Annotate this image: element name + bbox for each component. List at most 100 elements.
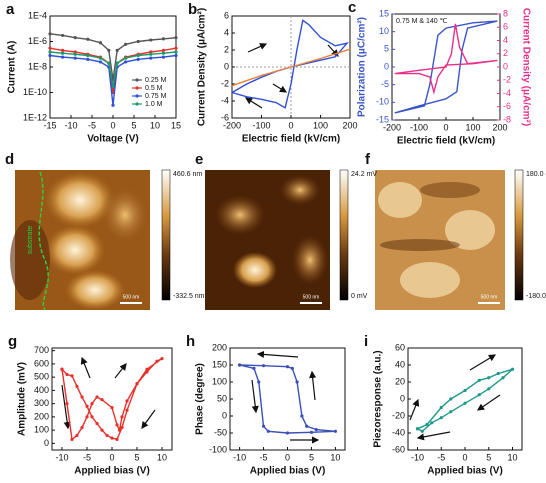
y2-tick-label: 0 — [503, 61, 508, 71]
data-point — [510, 367, 515, 371]
data-point — [48, 50, 52, 54]
x-axis-label: Applied bias (V) — [74, 466, 150, 477]
data-point — [70, 374, 74, 378]
data-point — [290, 366, 294, 370]
data-point — [75, 384, 79, 389]
y-tick-label: 0 — [400, 393, 405, 403]
data-point — [149, 50, 153, 54]
y-tick-label: 100 — [212, 376, 227, 386]
y2-tick-label: 4 — [503, 35, 508, 45]
data-point — [463, 401, 467, 405]
data-point — [70, 437, 74, 442]
x-tick-label: 100 — [313, 120, 328, 130]
data-point — [477, 393, 481, 397]
panel-label: c — [348, 0, 356, 16]
data-point — [86, 37, 90, 41]
y-tick-label: 1E-10 — [23, 87, 47, 97]
data-point — [261, 364, 266, 368]
data-point — [160, 356, 164, 361]
image-d — [10, 169, 171, 311]
x-tick-label: 10 — [157, 452, 167, 462]
data-point — [420, 429, 424, 433]
arrows — [61, 43, 501, 444]
x-axis-label: Electric field (kV/cm) — [397, 136, 495, 147]
data-point — [115, 437, 119, 442]
y-tick-label: -2 — [221, 78, 229, 88]
series-line — [231, 19, 350, 109]
x-tick-label: -200 — [223, 120, 241, 130]
data-point — [314, 428, 318, 432]
data-point — [136, 39, 140, 44]
data-point — [161, 51, 165, 55]
data-point — [145, 370, 149, 374]
y-axis-label: Current (A) — [7, 41, 18, 94]
data-point — [305, 424, 309, 428]
data-point — [90, 402, 94, 406]
scale-bar-label: 500 nm — [123, 294, 140, 300]
scale-bar-label: 500 nm — [481, 294, 498, 300]
data-point — [115, 61, 119, 65]
data-point — [174, 46, 178, 50]
y-tick-label: 1E-8 — [28, 61, 47, 71]
data-point — [73, 52, 77, 56]
data-point — [149, 56, 153, 60]
data-point — [73, 50, 77, 54]
y-tick-label: -40 — [392, 427, 405, 437]
data-point — [155, 359, 159, 363]
data-point — [300, 414, 304, 418]
data-point — [439, 416, 443, 420]
data-point — [75, 433, 79, 438]
data-point — [487, 376, 491, 380]
data-point — [111, 103, 115, 107]
colorbar-min: -332.5 nm — [173, 293, 205, 300]
panel-label: e — [195, 151, 203, 168]
image-f — [375, 169, 524, 310]
data-point — [60, 367, 64, 371]
data-point — [117, 428, 122, 432]
legend-label: 1.0 M — [145, 101, 163, 108]
series-line — [394, 23, 498, 95]
colorbar-max: 180.0 deg — [526, 171, 546, 178]
x-tick-label: -5 — [437, 452, 445, 462]
colorbar-max: 24.2 mV — [351, 171, 377, 178]
data-point — [136, 53, 140, 58]
series-line — [49, 33, 177, 80]
data-point — [120, 415, 124, 419]
x-tick-label: 5 — [486, 452, 491, 462]
data-point — [115, 423, 119, 427]
legend-label: 0.75 M — [145, 93, 167, 100]
y-tick-label: 1E-4 — [28, 10, 47, 20]
data-point — [90, 415, 94, 419]
plot-frame — [407, 347, 523, 451]
image-e — [205, 169, 349, 310]
data-point — [161, 48, 165, 53]
data-point — [161, 55, 165, 59]
y-axis-label: Piezoresponse (a.u.) — [373, 350, 384, 447]
data-point — [95, 421, 99, 426]
data-point — [111, 84, 115, 89]
data-point — [73, 36, 77, 40]
data-point — [124, 60, 128, 64]
colorbar-min: 0 mV — [351, 293, 368, 300]
data-point — [100, 398, 104, 402]
data-point — [100, 428, 104, 432]
y2-tick-label: -2 — [503, 75, 511, 85]
data-point — [61, 33, 65, 38]
panel-label: h — [186, 333, 195, 350]
y-tick-label: 0 — [222, 410, 227, 420]
plot-frame — [229, 347, 346, 451]
legend-label: 0.5 M — [145, 85, 163, 92]
legend-label: 0.25 M — [145, 77, 167, 84]
data-point — [73, 56, 77, 60]
data-point — [285, 431, 290, 435]
image-annotation: substrate — [27, 225, 34, 254]
data-point — [98, 56, 102, 60]
data-point — [65, 372, 69, 377]
y-tick-label: -15 — [376, 114, 389, 124]
y-tick-label: 150 — [212, 359, 227, 369]
data-point — [285, 365, 290, 369]
data-point — [48, 32, 52, 36]
panel-label: g — [8, 333, 17, 350]
x-tick-label: 0 — [109, 452, 114, 462]
series-line — [61, 357, 163, 441]
